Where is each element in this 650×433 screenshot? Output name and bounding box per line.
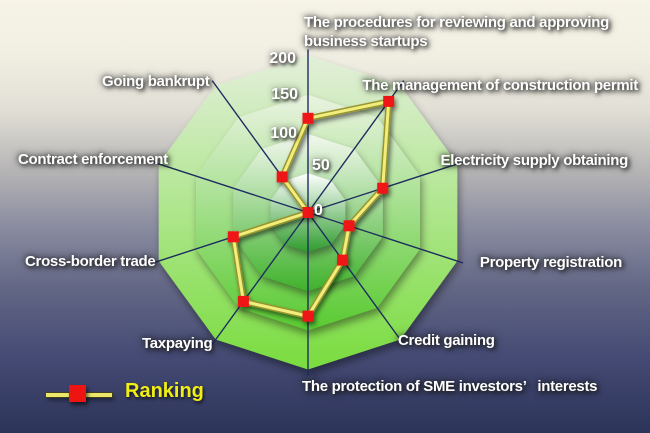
radial-tick-150: 150 <box>271 86 298 103</box>
legend: Ranking <box>30 378 220 410</box>
data-point-marker <box>302 112 314 124</box>
radar-axis-line <box>152 161 309 214</box>
radar-axis-line <box>307 211 464 264</box>
radial-tick-200: 200 <box>269 50 296 67</box>
data-point-marker <box>343 220 355 232</box>
axis-label-business-startups: The procedures for reviewing and approvi… <box>304 14 609 50</box>
data-point-marker <box>377 182 389 194</box>
axis-label-cross-border-trade: Cross-border trade <box>25 253 156 270</box>
data-point-marker <box>302 310 314 322</box>
axis-label-contract-enforcement: Contract enforcement <box>18 151 168 168</box>
radar-axis-line <box>211 212 309 345</box>
data-point-marker <box>276 171 288 183</box>
data-point-marker <box>227 231 239 243</box>
axis-label-sme-investors: The protection of SME investors’ interes… <box>302 378 598 395</box>
radial-tick-100: 100 <box>270 125 297 142</box>
axis-label-construction-permit: The management of construction permit <box>362 77 638 94</box>
axis-label-credit-gaining: Credit gaining <box>398 332 495 349</box>
data-point-marker <box>302 207 314 218</box>
radial-tick-50: 50 <box>312 157 330 174</box>
axis-label-going-bankrupt: Going bankrupt <box>102 73 210 90</box>
axis-label-property-registration: Property registration <box>479 254 622 271</box>
data-point-marker <box>237 295 249 307</box>
data-point-marker <box>383 95 395 107</box>
radar-axis-line <box>307 212 405 345</box>
radial-tick-0: 0 <box>314 202 323 219</box>
legend-marker-square <box>69 385 86 402</box>
axis-label-taxpaying: Taxpaying <box>142 335 213 352</box>
data-point-marker <box>337 254 349 266</box>
ranking-series <box>227 95 395 322</box>
axis-label-electricity-supply: Electricity supply obtaining <box>440 152 629 169</box>
legend-series-label: Ranking <box>125 380 204 402</box>
